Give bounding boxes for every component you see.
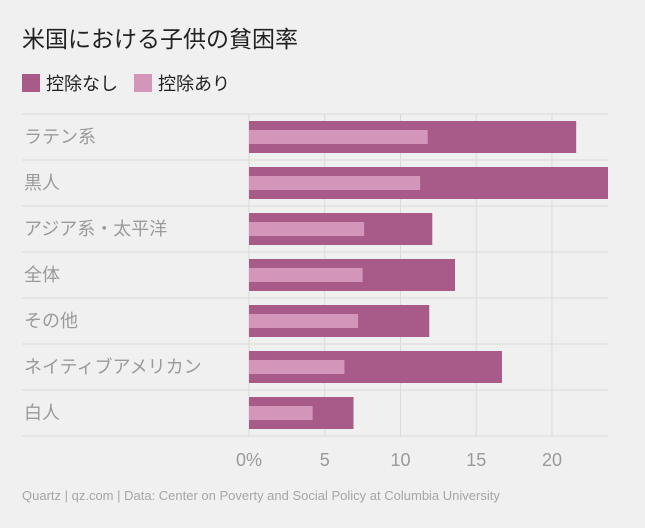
legend-swatch-without-credits	[22, 74, 40, 92]
legend: 控除なし 控除あり	[22, 70, 246, 96]
category-label: 全体	[24, 265, 60, 286]
x-tick-label: 15	[466, 450, 486, 470]
bar-with-credits	[249, 360, 345, 374]
bar-with-credits	[249, 314, 359, 328]
legend-swatch-with-credits	[134, 74, 152, 92]
x-tick-label: 0%	[236, 450, 262, 470]
bar-with-credits	[249, 222, 365, 236]
legend-item-without-credits: 控除なし	[22, 70, 118, 96]
category-label: アジア系・太平洋	[24, 219, 167, 240]
chart-title: 米国における子供の貧困率	[22, 27, 298, 53]
bar-with-credits	[249, 268, 363, 282]
bar-with-credits	[249, 130, 428, 144]
category-label: ネイティブアメリカン	[24, 356, 202, 378]
legend-label-without-credits: 控除なし	[46, 74, 118, 95]
category-label: 白人	[24, 403, 60, 424]
bar-with-credits	[249, 406, 313, 420]
legend-label-with-credits: 控除あり	[158, 74, 230, 95]
x-tick-label: 10	[390, 450, 410, 470]
category-label: その他	[24, 311, 78, 332]
bar-with-credits	[249, 176, 421, 190]
source-note: Quartz | qz.com | Data: Center on Povert…	[22, 488, 500, 503]
x-tick-label: 20	[542, 450, 562, 470]
x-tick-label: 5	[320, 450, 330, 470]
category-label: ラテン系	[24, 127, 96, 148]
category-label: 黒人	[24, 173, 60, 194]
legend-item-with-credits: 控除あり	[134, 70, 230, 96]
